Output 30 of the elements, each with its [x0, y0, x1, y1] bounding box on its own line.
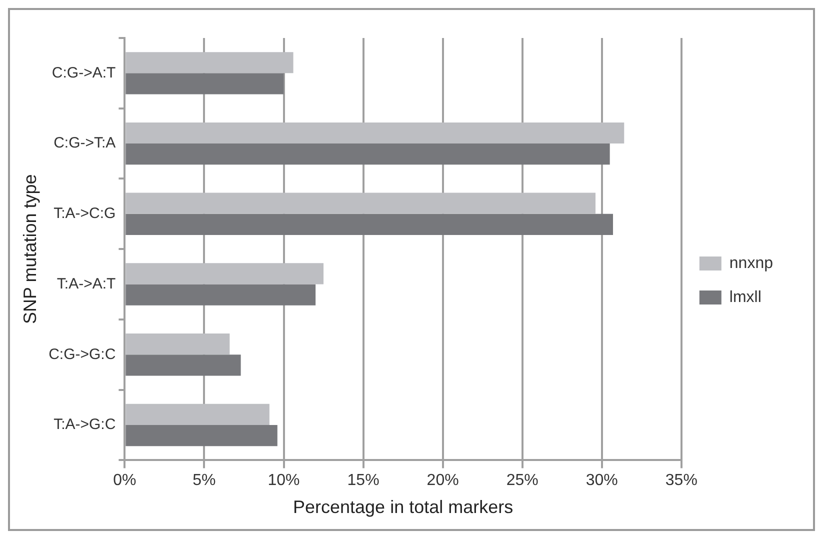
x-tick-label: 25%: [506, 472, 538, 490]
y-tick-label: T:A->C:G: [54, 205, 116, 222]
y-tick-label: T:A->G:C: [54, 416, 116, 434]
bar: [126, 122, 624, 144]
bar: [126, 144, 610, 165]
y-tick-label: C:G->G:C: [48, 346, 116, 363]
y-tick-label: C:G->T:A: [54, 134, 116, 152]
bar: [126, 425, 278, 446]
bar: [126, 354, 241, 376]
y-tick-label: C:G->A:T: [52, 64, 116, 82]
bar: [126, 52, 294, 74]
legend-label: lmxll: [729, 288, 762, 306]
bar: [126, 334, 230, 355]
bar: [126, 404, 270, 426]
legend-label: nnxnp: [729, 254, 774, 272]
x-tick-label: 20%: [426, 472, 459, 490]
x-tick-label: 10%: [268, 472, 300, 490]
bar: [126, 73, 284, 94]
y-axis-title: SNP mutation type: [20, 174, 40, 324]
x-tick-label: 15%: [347, 472, 380, 490]
x-tick-label: 5%: [192, 472, 216, 490]
bar: [126, 263, 324, 284]
x-tick-label: 35%: [665, 472, 698, 490]
x-axis-title: Percentage in total markers: [292, 497, 514, 518]
bar: [126, 192, 596, 214]
bar: [126, 284, 316, 306]
y-tick-label: T:A->A:T: [56, 275, 116, 292]
x-tick-label: 30%: [586, 472, 618, 490]
x-tick-label: 0%: [113, 472, 136, 490]
bar: [126, 214, 614, 236]
